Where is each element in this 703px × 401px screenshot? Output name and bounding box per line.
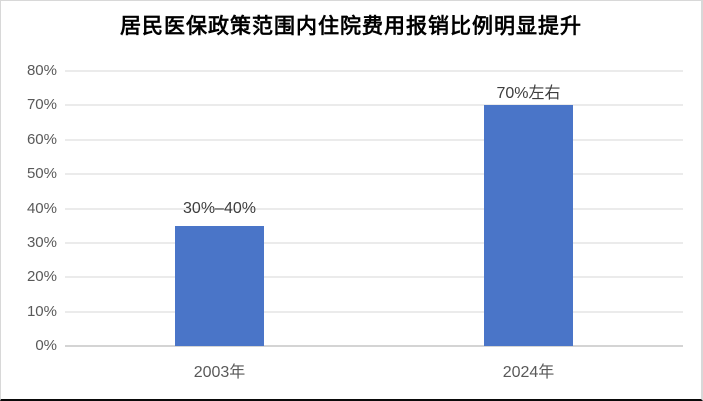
bar-2003年[interactable] — [175, 225, 264, 346]
gridline-10 — [65, 310, 683, 313]
x-axis-line — [65, 345, 683, 347]
bar-2024年[interactable] — [484, 105, 573, 346]
x-axis-tick-label-2024年: 2024年 — [502, 364, 555, 381]
gridline-70 — [65, 104, 683, 107]
y-axis-tick-label-50: 50% — [26, 165, 57, 183]
y-axis-tick-label-30: 30% — [26, 233, 57, 251]
y-axis-tick-label-10: 10% — [26, 302, 57, 320]
gridline-80 — [65, 70, 683, 72]
plot-area — [65, 70, 683, 347]
gridline-30 — [65, 241, 683, 244]
gridline-20 — [65, 276, 683, 279]
x-axis-tick-label-2003年: 2003年 — [193, 364, 246, 381]
y-axis-tick-label-60: 60% — [26, 130, 57, 148]
y-axis-tick-label-20: 20% — [26, 268, 57, 286]
y-axis-tick-label-80: 80% — [26, 62, 57, 79]
gridline-50 — [65, 173, 683, 176]
gridline-60 — [65, 138, 683, 141]
y-axis-tick-label-0: 0% — [35, 337, 57, 354]
gridline-40 — [65, 207, 683, 210]
chart-title: 居民医保政策范围内住院费用报销比例明显提升 — [120, 15, 582, 38]
data-label-2024年: 70%左右 — [496, 85, 561, 103]
data-label-2003年: 30%–40% — [183, 199, 256, 217]
y-axis-tick-label-40: 40% — [26, 199, 57, 217]
y-axis-tick-label-70: 70% — [26, 96, 57, 114]
